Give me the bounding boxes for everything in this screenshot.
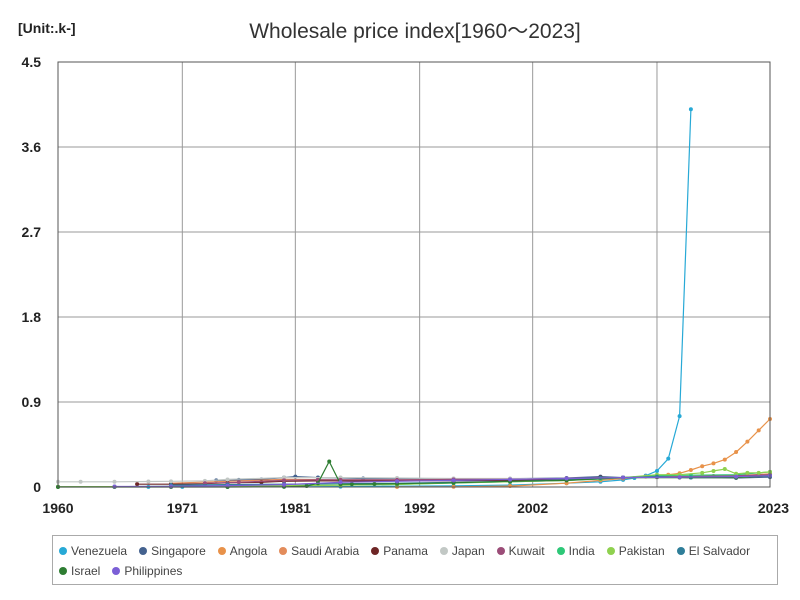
data-point (282, 478, 287, 483)
series-philippines (112, 473, 772, 489)
x-tick-label: 2002 (517, 500, 548, 516)
data-point (711, 468, 716, 473)
legend-label: Angola (229, 544, 268, 558)
data-point (282, 475, 287, 480)
data-point (756, 470, 761, 475)
data-point (677, 475, 682, 480)
data-point (372, 481, 377, 486)
legend-label: Japan (451, 544, 485, 558)
data-point (395, 479, 400, 484)
data-point (338, 480, 343, 485)
legend-item: India (556, 541, 595, 561)
legend-marker (676, 547, 685, 555)
x-tick-label: 1960 (42, 500, 73, 516)
data-point (146, 479, 151, 484)
data-point (236, 480, 241, 485)
legend: Venezuela Singapore Angola Saudi Arabia Pana… (52, 535, 778, 585)
series-group (56, 107, 772, 489)
y-tick-label: 2.7 (22, 224, 42, 240)
data-point (722, 467, 727, 472)
y-tick-label: 0.9 (22, 394, 42, 410)
y-tick-label: 4.5 (22, 54, 42, 70)
legend-marker (556, 547, 565, 555)
data-point (745, 439, 750, 444)
legend-label: Singapore (151, 544, 206, 558)
data-point (169, 479, 174, 484)
legend-item: Singapore (139, 541, 206, 561)
x-tick-label: 1981 (280, 500, 311, 516)
data-point (327, 459, 332, 464)
data-point (135, 482, 140, 487)
legend-label: Pakistan (618, 544, 665, 558)
legend-label: El Salvador (688, 544, 751, 558)
legend-marker (496, 547, 505, 555)
x-tick-label: 1992 (404, 500, 435, 516)
data-point (78, 479, 83, 484)
data-point (688, 107, 693, 112)
data-point (508, 477, 513, 482)
data-point (666, 456, 671, 461)
data-point (451, 478, 456, 483)
legend-item: Panama (371, 541, 428, 561)
chart-title: Wholesale price index[1960～2023] (249, 20, 581, 43)
data-point (700, 464, 705, 469)
legend-marker (59, 547, 67, 555)
unit-label: [Unit:.k-] (18, 20, 76, 36)
data-point (700, 470, 705, 475)
legend-marker (606, 547, 615, 555)
legend-item: Venezuela (59, 541, 127, 561)
legend-marker (217, 547, 226, 555)
legend-marker (371, 547, 380, 555)
data-point (688, 468, 693, 472)
data-point (756, 428, 761, 433)
data-point (169, 484, 174, 489)
grid-lines (58, 62, 770, 487)
data-point (564, 481, 569, 486)
data-point (564, 476, 569, 481)
legend-marker (139, 547, 148, 555)
data-point (745, 470, 750, 475)
legend-label: Saudi Arabia (291, 544, 360, 558)
legend-item: Japan (439, 541, 485, 561)
x-tick-label: 2023 (758, 500, 789, 516)
legend-label: Kuwait (508, 544, 545, 558)
data-point (282, 482, 287, 487)
plot-frame (57, 61, 771, 488)
legend-label: Venezuela (71, 544, 128, 558)
y-tick-label: 3.6 (22, 139, 42, 155)
data-point (225, 477, 230, 482)
legend-marker (439, 547, 448, 555)
data-point (112, 479, 117, 484)
legend-label: Philippines (124, 564, 183, 578)
data-point (734, 474, 739, 479)
data-point (621, 475, 626, 480)
data-point (734, 450, 739, 455)
legend-item: Angola (217, 541, 268, 561)
data-point (654, 468, 659, 473)
y-tick-label: 1.8 (22, 309, 42, 325)
data-point (677, 414, 682, 419)
data-point (722, 457, 727, 462)
data-point (349, 482, 354, 487)
legend-label: Panama (383, 544, 428, 558)
legend-marker (279, 547, 288, 555)
data-point (711, 461, 716, 466)
legend-marker (59, 567, 67, 575)
x-tick-label: 1971 (167, 500, 198, 516)
y-axis-tick-labels: 0 0.9 1.8 2.7 3.6 4.5 (22, 54, 42, 495)
legend-label: India (568, 544, 595, 558)
data-point (734, 471, 739, 476)
legend-item: El Salvador (676, 541, 751, 561)
legend-item: Kuwait (496, 541, 545, 561)
legend-label: Israel (71, 564, 101, 578)
x-axis-tick-labels: 1960 1971 1981 1992 2002 2013 2023 (42, 500, 789, 516)
y-tick-label: 0 (33, 479, 41, 495)
legend-item: Saudi Arabia (279, 541, 359, 561)
legend-item: Israel (59, 561, 100, 581)
legend-item: Pakistan (606, 541, 665, 561)
legend-item: Philippines (112, 561, 182, 581)
legend-marker (112, 567, 121, 575)
x-tick-label: 2013 (641, 500, 672, 516)
